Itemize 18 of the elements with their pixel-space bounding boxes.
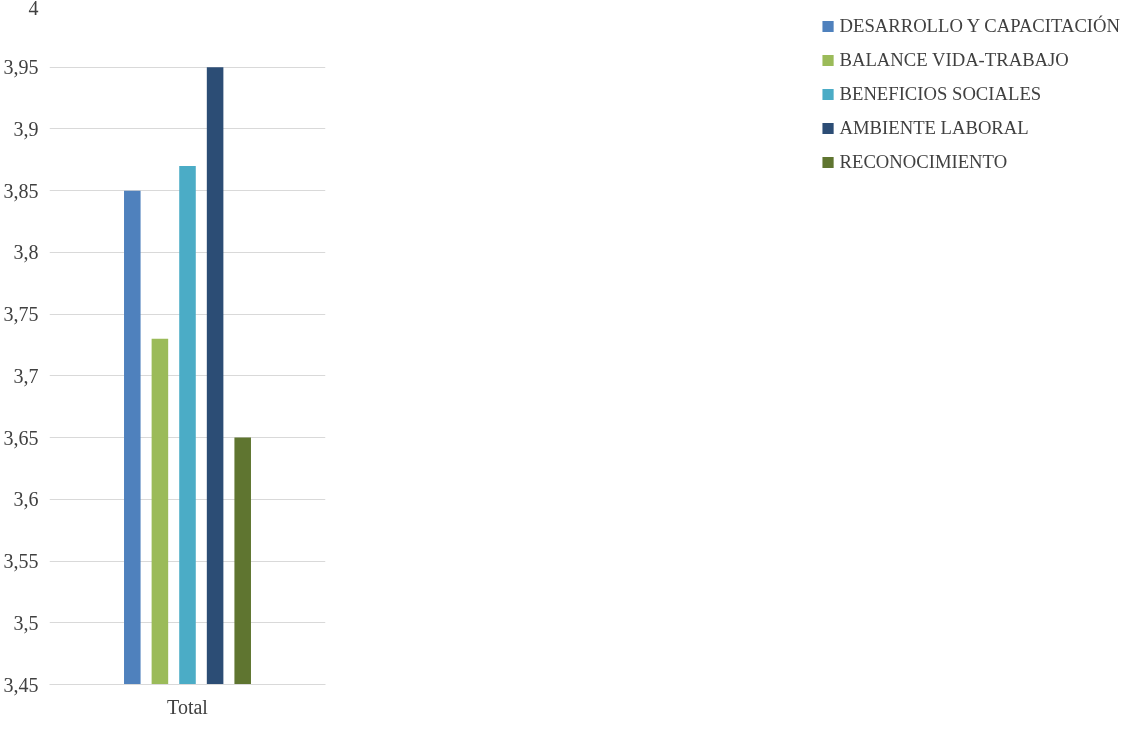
legend-label: BENEFICIOS SOCIALES — [839, 83, 1042, 105]
y-tick-label: 3,5 — [13, 611, 39, 634]
y-tick-label: 3,55 — [3, 550, 39, 573]
legend-label: BALANCE VIDA-TRABAJO — [839, 49, 1069, 71]
legend-label: DESARROLLO Y CAPACITACIÓN — [839, 15, 1120, 37]
y-tick-label: 4 — [28, 0, 39, 19]
y-tick-label: 3,7 — [13, 364, 39, 387]
y-tick-label: 3,65 — [3, 426, 39, 449]
legend-label: RECONOCIMIENTO — [839, 151, 1008, 173]
x-tick-label: Total — [167, 695, 209, 718]
y-tick-label: 3,95 — [3, 56, 39, 79]
y-tick-label: 3,8 — [13, 241, 39, 264]
y-tick-label: 3,45 — [3, 673, 39, 696]
y-tick-label: 3,9 — [13, 117, 39, 140]
y-tick-label: 3,6 — [13, 488, 39, 511]
legend-label: AMBIENTE LABORAL — [839, 117, 1029, 139]
y-tick-label: 3,75 — [3, 303, 39, 326]
y-tick-label: 3,85 — [3, 179, 39, 202]
